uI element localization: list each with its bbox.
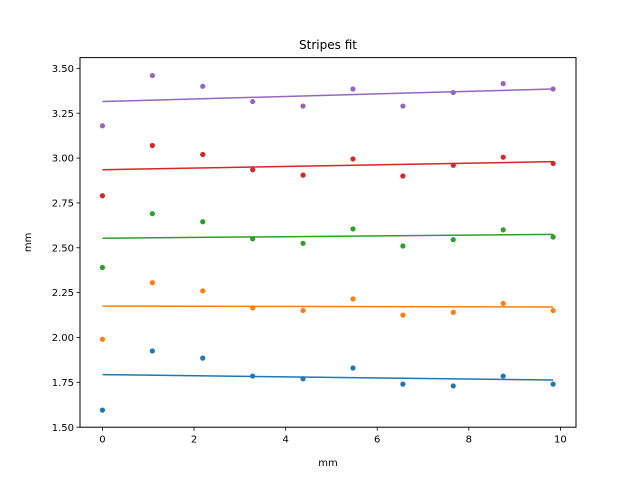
data-point-3-1 xyxy=(99,264,106,271)
data-point-5-2 xyxy=(149,72,155,79)
data-point-1-4 xyxy=(250,373,256,379)
data-point-5-6 xyxy=(350,86,356,92)
x-tick-label: 4 xyxy=(282,435,288,446)
data-point-4-7 xyxy=(400,173,406,179)
y-tick-label: 3.25 xyxy=(52,109,74,120)
data-point-2-9 xyxy=(500,300,506,307)
data-point-2-5 xyxy=(300,307,306,314)
y-tick-label: 1.50 xyxy=(52,423,74,434)
y-axis-label: mm xyxy=(23,233,34,252)
fit-line-3 xyxy=(102,233,554,240)
x-tick-label: 6 xyxy=(374,435,380,446)
x-tick-label: 10 xyxy=(554,435,567,446)
data-point-2-1 xyxy=(99,336,106,342)
y-tick-label: 3.00 xyxy=(52,154,74,165)
data-point-3-7 xyxy=(400,243,406,249)
fit-line-5 xyxy=(102,88,554,103)
data-point-3-3 xyxy=(200,219,206,225)
data-point-4-4 xyxy=(250,167,256,173)
data-point-5-9 xyxy=(500,81,506,87)
x-axis-ticks: 0 2 4 6 8 10 xyxy=(99,427,567,446)
y-tick-label: 2.75 xyxy=(52,199,74,210)
data-point-4-9 xyxy=(500,154,506,160)
data-point-5-8 xyxy=(450,89,456,96)
data-point-5-1 xyxy=(99,123,106,129)
data-point-4-2 xyxy=(149,142,155,149)
data-point-1-3 xyxy=(200,355,206,361)
data-point-5-5 xyxy=(300,103,306,109)
chart-title: Stripes fit xyxy=(299,38,357,52)
data-point-3-4 xyxy=(250,236,256,242)
data-point-1-8 xyxy=(450,383,456,389)
data-point-1-2 xyxy=(149,348,155,354)
data-point-5-4 xyxy=(250,98,256,105)
y-tick-label: 2.25 xyxy=(52,288,74,299)
data-point-2-10 xyxy=(550,307,556,314)
fit-line-1 xyxy=(102,373,554,381)
data-point-2-4 xyxy=(250,305,256,311)
data-point-2-3 xyxy=(200,288,206,294)
data-point-3-6 xyxy=(350,226,356,232)
plot-frame xyxy=(79,57,577,428)
data-point-5-7 xyxy=(400,103,406,109)
x-tick-label: 8 xyxy=(466,435,472,446)
y-tick-label: 2.50 xyxy=(52,243,74,254)
data-point-1-7 xyxy=(400,381,406,387)
x-tick-label: 2 xyxy=(191,435,197,446)
fit-line-2 xyxy=(102,305,554,308)
data-point-1-10 xyxy=(550,381,556,387)
plot-marks xyxy=(99,72,556,413)
data-point-4-10 xyxy=(550,160,556,167)
data-point-4-3 xyxy=(200,151,206,158)
x-axis-label: mm xyxy=(318,458,337,469)
data-point-3-2 xyxy=(149,211,155,217)
x-tick-label: 0 xyxy=(99,435,105,446)
data-point-1-6 xyxy=(350,365,356,371)
data-point-2-6 xyxy=(350,296,356,302)
data-point-4-5 xyxy=(300,172,306,178)
data-point-3-9 xyxy=(500,227,506,233)
data-point-3-8 xyxy=(450,237,456,243)
data-point-4-8 xyxy=(450,162,456,168)
y-tick-label: 1.75 xyxy=(52,378,74,389)
data-point-1-1 xyxy=(99,407,106,413)
data-point-2-8 xyxy=(450,309,456,315)
y-tick-label: 2.00 xyxy=(52,333,74,344)
data-point-3-5 xyxy=(300,240,306,246)
data-point-4-1 xyxy=(99,193,106,199)
data-point-2-7 xyxy=(400,312,406,318)
data-point-1-5 xyxy=(300,376,306,382)
data-point-5-10 xyxy=(550,86,556,92)
data-point-2-2 xyxy=(149,280,155,286)
data-point-4-6 xyxy=(350,156,356,162)
data-point-1-9 xyxy=(500,373,506,379)
fit-line-4 xyxy=(102,160,554,171)
y-tick-label: 3.50 xyxy=(52,64,74,75)
y-axis-ticks: 1.50 1.75 2.00 2.25 2.50 2.75 3.00 3.25 3.50 xyxy=(52,64,80,434)
data-point-3-10 xyxy=(550,234,556,240)
data-point-5-3 xyxy=(200,83,206,89)
